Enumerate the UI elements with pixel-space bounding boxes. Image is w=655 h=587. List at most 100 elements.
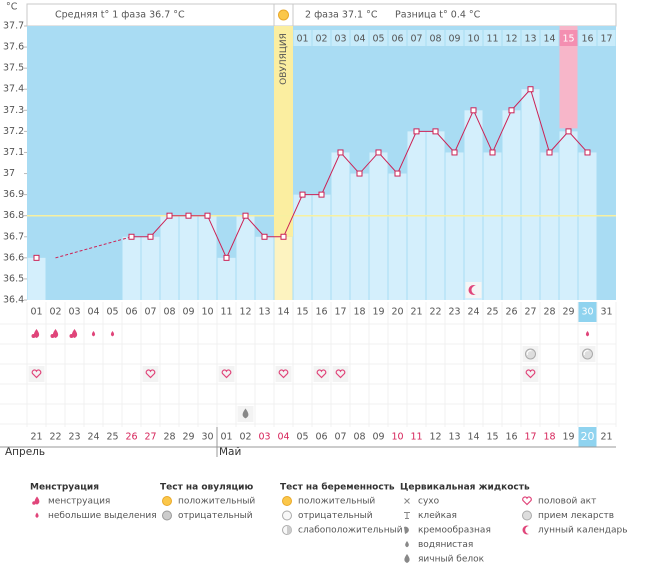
cycle-day-label: 16 (581, 34, 593, 45)
day-label: 14 (277, 307, 289, 318)
small-drop-icon (585, 331, 590, 337)
legend-icon (404, 498, 410, 504)
icon-bg (332, 366, 349, 382)
small-drop-icon (91, 331, 96, 337)
sun (162, 496, 172, 506)
temp-point (546, 149, 553, 156)
cycle-day-cell (426, 30, 445, 46)
moon-cut (525, 526, 534, 534)
legend-icon (404, 526, 409, 534)
legend-icon (522, 525, 534, 535)
y-tick-label: 36.9 (3, 189, 24, 200)
calendar-date: 07 (334, 432, 346, 443)
day-label: 01 (30, 307, 42, 318)
egg-white-icon (237, 406, 254, 422)
calendar-date: 04 (277, 432, 289, 443)
day-label: 29 (562, 307, 574, 318)
half-fill (287, 525, 292, 535)
temp-point (584, 149, 591, 156)
legend-item: отрицательный (298, 511, 373, 521)
legend-icon (522, 496, 532, 506)
calendar-date: 19 (562, 432, 574, 443)
heart (221, 369, 232, 379)
ovulation-label: ОВУЛЯЦИЯ (279, 33, 289, 85)
y-tick-label: 37 (3, 168, 15, 179)
day-label: 18 (353, 307, 365, 318)
day-label: 31 (600, 307, 612, 318)
x (404, 498, 410, 504)
month-label: Апрель (5, 446, 45, 458)
legend-item: положительный (298, 497, 375, 507)
legend-title: Тест на беременность (280, 482, 395, 493)
temp-bar (122, 236, 141, 300)
heart-icon (142, 366, 159, 382)
legend-icon (32, 496, 40, 505)
heart (316, 369, 327, 379)
day-label: 28 (543, 307, 555, 318)
day-label: 23 (448, 307, 460, 318)
day-label: 13 (258, 307, 270, 318)
temp-bar (350, 173, 369, 300)
heart-icon (332, 366, 349, 382)
temp-bar (540, 152, 559, 300)
cycle-day-label: 09 (448, 34, 460, 45)
header-phase2: 2 фаза 37.1 °C (305, 10, 378, 21)
temp-bar (521, 89, 540, 300)
day-label: 25 (486, 307, 498, 318)
drop (404, 554, 410, 563)
temp-bar (369, 152, 388, 300)
day-label: 21 (410, 307, 422, 318)
cycle-day-cell (312, 30, 331, 46)
calendar-date: 12 (429, 432, 441, 443)
drop-2 (32, 501, 36, 505)
day-label: 08 (163, 307, 175, 318)
temp-point (223, 254, 230, 261)
day-label: 10 (201, 307, 213, 318)
cycle-day-cell (369, 30, 388, 46)
drop (34, 496, 40, 505)
cycle-day-cell (388, 30, 407, 46)
temp-bar (274, 236, 293, 300)
cycle-day-cell (464, 30, 483, 46)
highlight-column (559, 26, 578, 129)
day-label: 27 (524, 307, 536, 318)
day-label: 04 (87, 307, 99, 318)
y-tick-label: 36.6 (3, 252, 24, 263)
temp-bar (255, 236, 274, 300)
day-label: 02 (49, 307, 61, 318)
calendar-date: 14 (467, 432, 479, 443)
temp-point (337, 149, 344, 156)
legend-icon (35, 512, 39, 518)
day-label: 22 (429, 307, 441, 318)
temp-point (318, 191, 325, 198)
drop (405, 541, 409, 548)
header-phase1: Средняя t° 1 фаза 36.7 °C (55, 10, 185, 21)
calendar-date: 21 (30, 432, 42, 443)
day-label: 20 (391, 307, 403, 318)
temp-point (451, 149, 458, 156)
drop-icon (69, 329, 78, 338)
pill-shine (526, 350, 532, 356)
t (404, 512, 410, 519)
calendar-date: 24 (87, 432, 99, 443)
temp-bar (160, 215, 179, 300)
icon-bg (28, 366, 45, 382)
y-tick-label: 36.7 (3, 231, 24, 242)
heart-icon (218, 366, 235, 382)
legend-icon (405, 541, 409, 548)
y-tick-label: 37.5 (3, 63, 24, 74)
temp-bar (217, 257, 236, 300)
temp-bar (388, 173, 407, 300)
drop (242, 408, 249, 419)
calendar-date: 15 (486, 432, 498, 443)
cycle-day-label: 06 (391, 34, 403, 45)
legend-item: положительный (178, 497, 255, 507)
pill-icon (579, 346, 596, 362)
y-tick-label: 37.3 (3, 105, 24, 116)
heart-icon (275, 366, 292, 382)
day-label: 05 (106, 307, 118, 318)
calendar-date: 13 (448, 432, 460, 443)
drop-2 (31, 334, 36, 338)
today-date-cell (578, 427, 597, 447)
cycle-day-label: 03 (334, 34, 346, 45)
